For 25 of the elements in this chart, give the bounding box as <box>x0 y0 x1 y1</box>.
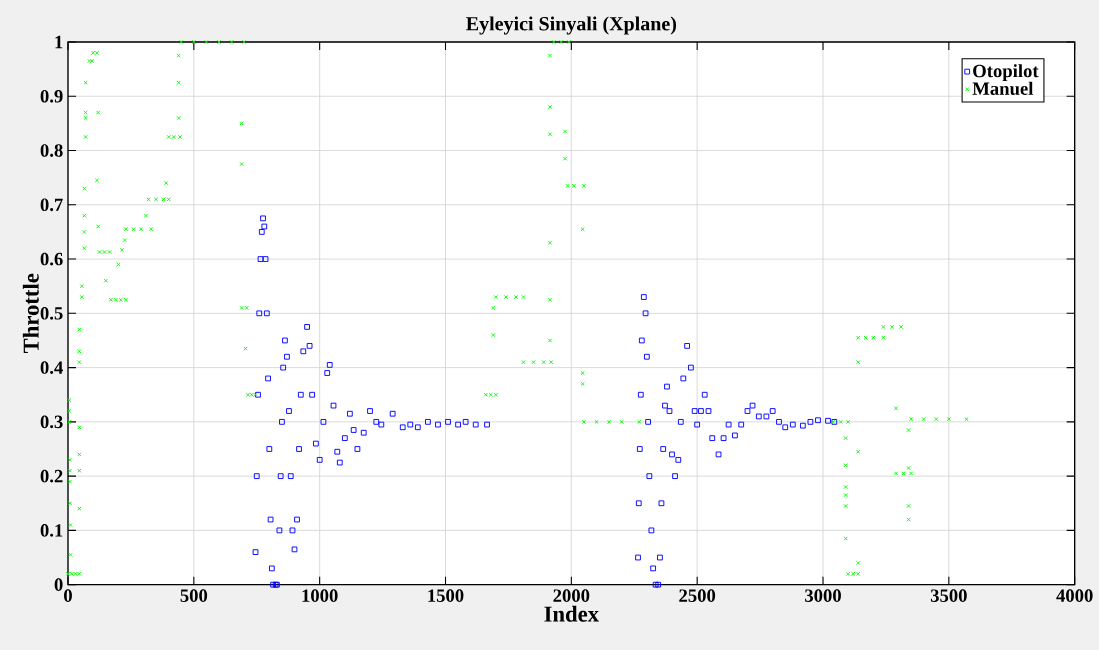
x-tick-label: 0 <box>64 589 72 602</box>
y-tick-label: 1 <box>55 35 63 49</box>
x-tick-label: 2500 <box>679 589 716 602</box>
x-tick-label: 500 <box>180 589 208 602</box>
y-tick-label: 0.5 <box>40 306 63 320</box>
x-tick-label: 1500 <box>428 589 464 602</box>
y-tick-label: 0.9 <box>40 89 63 103</box>
x-tick-label: 2000 <box>553 589 590 602</box>
y-tick-label: 0.6 <box>40 252 63 266</box>
x-axis-title: Index <box>544 605 599 622</box>
y-tick-label: 0.2 <box>40 469 63 483</box>
y-axis-title: Throttle <box>22 273 39 354</box>
y-tick-label: 0 <box>54 578 63 591</box>
x-tick-label: 3000 <box>805 589 841 602</box>
y-tick-label: 0.4 <box>40 361 63 374</box>
legend-label: Otopilot <box>973 64 1039 82</box>
y-tick-label: 0.3 <box>40 415 63 429</box>
y-tick-label: 0.1 <box>40 524 63 537</box>
chart-title: Eyleyici Sinyali (Xplane) <box>466 16 677 35</box>
legend-label: Manuel <box>972 81 1034 95</box>
x-tick-label: 1000 <box>302 589 338 602</box>
y-tick-label: 0.8 <box>40 144 63 157</box>
x-tick-label: 4000 <box>1056 589 1093 602</box>
y-tick-label: 0.7 <box>40 198 63 212</box>
x-tick-label: 3500 <box>930 589 967 602</box>
